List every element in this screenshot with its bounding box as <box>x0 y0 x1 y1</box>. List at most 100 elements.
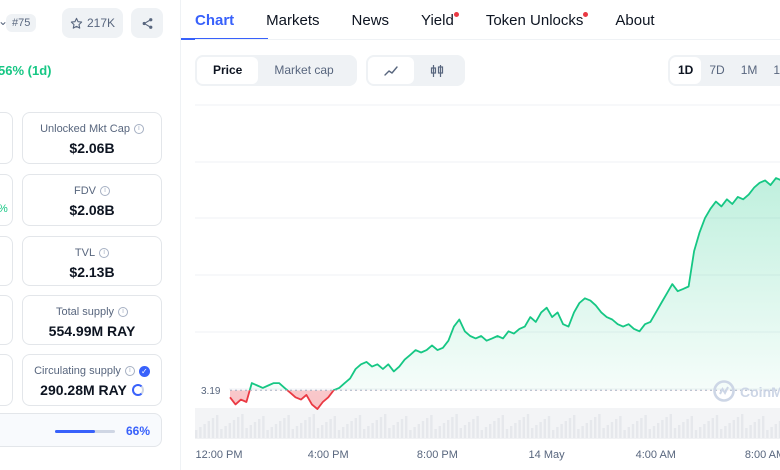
volume-bar <box>556 427 559 438</box>
line-view-button[interactable] <box>368 57 414 84</box>
volume-bar <box>640 418 643 438</box>
volume-bar <box>598 414 601 438</box>
candlestick-icon <box>430 64 444 77</box>
volume-bar <box>354 418 357 438</box>
info-icon[interactable]: i <box>118 307 129 317</box>
price-option[interactable]: Price <box>197 57 259 84</box>
volume-bar <box>266 430 269 438</box>
info-icon[interactable]: i <box>99 248 110 258</box>
volume-bar <box>682 422 685 438</box>
info-icon[interactable]: i <box>100 186 110 196</box>
range-more[interactable]: 1 <box>773 63 780 77</box>
supply-ring-icon <box>131 384 144 396</box>
tab-markets[interactable]: Markets <box>266 0 319 40</box>
volume-bar <box>535 425 538 438</box>
volume-bar <box>434 429 437 438</box>
volume-bar <box>686 419 689 438</box>
volume-bar <box>636 421 639 438</box>
tab-news[interactable]: News <box>352 0 390 40</box>
candle-view-button[interactable] <box>414 57 460 84</box>
volume-bar <box>274 424 278 438</box>
volume-bar <box>468 422 471 438</box>
volume-bar <box>694 430 698 438</box>
volume-bar <box>262 416 265 438</box>
market-cap-option[interactable]: Market cap <box>274 63 334 77</box>
stat-value: $2.06B <box>69 140 115 156</box>
volume-bar <box>724 426 727 438</box>
stat-card-circulating-supply: Circulating supply i ✓ 290.28M RAY <box>22 354 162 406</box>
volume-bar <box>673 428 677 438</box>
stat-label: Circulating supply <box>34 365 121 377</box>
volume-bar <box>346 424 349 438</box>
volume-bar <box>295 426 299 438</box>
volume-bar <box>766 430 769 438</box>
baseline-label-bg <box>195 382 229 399</box>
volume-bar <box>652 426 656 438</box>
volume-bar <box>342 427 345 438</box>
volume-bar <box>270 427 273 438</box>
price-line-up <box>248 177 780 391</box>
volume-bar <box>325 422 328 438</box>
watchlist-button[interactable]: 217K <box>62 8 123 38</box>
volume-bar <box>333 416 336 438</box>
stat-label: Total supply <box>55 306 115 318</box>
rank-badge: #75 <box>6 14 37 32</box>
x-tick-label: 4:00 PM <box>308 449 349 461</box>
baseline-label: 3.19 <box>201 386 221 397</box>
volume-bar <box>757 419 761 438</box>
volume-bar <box>539 422 542 438</box>
info-icon[interactable]: i <box>124 366 135 376</box>
stat-card-fdv: FDV i $2.08B <box>22 174 162 226</box>
volume-bar <box>531 428 534 438</box>
supply-progress-percent: 66% <box>126 424 151 438</box>
volume-bars <box>195 414 780 438</box>
volume-bar <box>350 421 353 438</box>
stat-card-partial <box>0 236 13 286</box>
range-1d[interactable]: 1D <box>670 57 702 84</box>
volume-bar <box>291 429 294 438</box>
volume-bar <box>371 423 374 438</box>
tab-yield[interactable]: Yield <box>421 0 459 40</box>
volume-bar <box>279 421 282 438</box>
volume-bar <box>665 417 668 438</box>
volume-bar <box>514 423 517 438</box>
volume-bar <box>577 429 580 438</box>
tab-chart[interactable]: Chart <box>180 0 269 40</box>
range-1m[interactable]: 1M <box>740 63 758 77</box>
volume-bar <box>216 415 219 438</box>
volume-bar <box>510 426 513 438</box>
volume-bar <box>300 423 303 438</box>
stat-partial-change: % <box>0 203 8 215</box>
volume-bar <box>463 425 467 438</box>
volume-bar <box>778 421 780 438</box>
volume-bar <box>732 420 735 438</box>
volume-bar <box>728 423 731 438</box>
volume-bar <box>413 427 416 438</box>
stat-card-partial <box>0 174 13 226</box>
info-icon[interactable]: i <box>133 124 144 134</box>
volume-bar <box>384 414 387 438</box>
volume-bar <box>678 425 681 438</box>
x-tick-label: 8:00 AM <box>745 449 780 461</box>
volume-bar <box>308 417 311 438</box>
range-7d[interactable]: 7D <box>709 63 725 77</box>
tab-token-unlocks[interactable]: Token Unlocks <box>486 0 589 40</box>
x-tick-label: 8:00 PM <box>417 449 458 461</box>
price-chart[interactable]: 3.19 CoinM 12:00 PM 4:00 PM 8:00 PM 14 May 4… <box>195 100 780 470</box>
volume-bar <box>249 425 252 438</box>
volume-bar <box>741 414 744 438</box>
share-button[interactable] <box>131 8 163 38</box>
star-icon <box>70 17 83 29</box>
volume-bar <box>312 414 315 438</box>
chevron-down-icon[interactable]: ⌄ <box>0 14 9 28</box>
volume-bar <box>585 423 588 438</box>
volume-bar <box>615 419 618 438</box>
volume-bar <box>358 415 362 438</box>
volume-bar <box>367 426 370 438</box>
volume-bar <box>224 426 227 438</box>
tab-about[interactable]: About <box>615 0 654 40</box>
volume-bar <box>392 425 395 438</box>
volume-bar <box>518 420 521 438</box>
share-icon <box>142 17 152 29</box>
watchlist-count: 217K <box>86 16 116 30</box>
